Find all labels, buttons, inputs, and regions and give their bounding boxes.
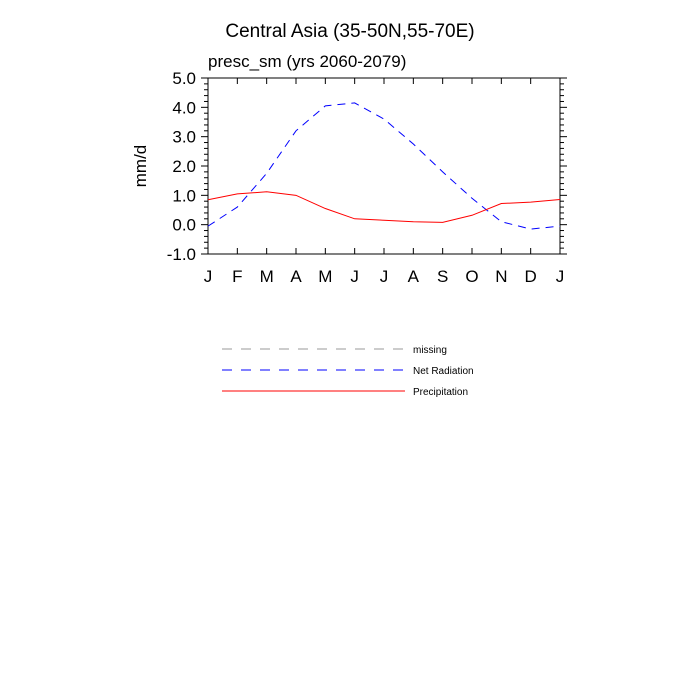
- chart-subtitle: presc_sm (yrs 2060-2079): [208, 52, 406, 71]
- x-tick-label: A: [290, 267, 302, 286]
- x-tick-label: D: [525, 267, 537, 286]
- x-tick-label: J: [350, 267, 359, 286]
- x-tick-label: S: [437, 267, 448, 286]
- series-layer: [207, 102, 561, 230]
- y-tick-label: 2.0: [172, 157, 196, 176]
- y-tick-label: 5.0: [172, 69, 196, 88]
- y-tick-label: 4.0: [172, 98, 196, 117]
- x-tick-label: J: [556, 267, 565, 286]
- series-line-net-radiation: [207, 102, 561, 230]
- y-tick-label: 3.0: [172, 128, 196, 147]
- y-tick-label: 1.0: [172, 186, 196, 205]
- axis-ticks: J F M A M J J A S O N D J5.04.03.02.01.00.0-1.0: [167, 69, 567, 286]
- chart-title: Central Asia (35-50N,55-70E): [225, 21, 474, 42]
- x-tick-label: A: [408, 267, 420, 286]
- x-tick-label: M: [260, 267, 274, 286]
- legend-label: Precipitation: [413, 387, 468, 398]
- legend-label: Net Radiation: [413, 366, 474, 377]
- y-tick-label: -1.0: [167, 245, 196, 264]
- x-tick-label: O: [465, 267, 478, 286]
- y-axis-label: mm/d: [131, 145, 150, 188]
- x-tick-label: J: [380, 267, 389, 286]
- y-tick-label: 0.0: [172, 216, 196, 235]
- series-line-precipitation: [207, 191, 561, 223]
- x-tick-label: F: [232, 267, 242, 286]
- legend-label: missing: [413, 345, 447, 356]
- x-tick-label: J: [204, 267, 213, 286]
- x-tick-label: M: [318, 267, 332, 286]
- x-tick-label: N: [495, 267, 507, 286]
- plot-frame: [207, 77, 561, 255]
- legend: missing Net Radiation Precipitation: [222, 345, 474, 398]
